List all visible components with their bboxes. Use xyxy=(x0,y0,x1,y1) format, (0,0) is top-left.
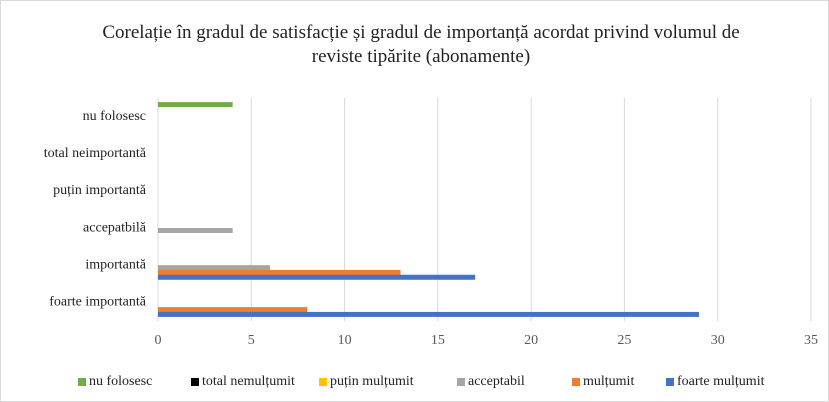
bar xyxy=(158,269,401,275)
legend-swatch xyxy=(78,378,86,386)
bar xyxy=(158,227,233,233)
chart-title: Corelație în gradul de satisfacție și gr… xyxy=(102,22,740,67)
legend-label: mulțumit xyxy=(583,374,634,389)
legend-swatch xyxy=(319,378,327,386)
bar xyxy=(158,307,308,313)
x-tick-label: 0 xyxy=(155,333,162,348)
legend-label: nu folosesc xyxy=(89,374,152,389)
bar xyxy=(158,274,476,280)
y-tick-label: importantă xyxy=(85,257,146,272)
legend-swatch xyxy=(191,378,199,386)
y-tick-label: foarte importantă xyxy=(49,295,147,310)
x-tick-label: 25 xyxy=(617,333,631,348)
bar xyxy=(158,311,700,317)
y-tick-label: accepatbilă xyxy=(83,220,147,235)
legend-label: foarte mulțumit xyxy=(677,374,765,389)
legend-swatch xyxy=(572,378,580,386)
x-tick-label: 30 xyxy=(711,333,725,348)
legend-label: acceptabil xyxy=(468,374,525,389)
legend-swatch xyxy=(457,378,465,386)
x-tick-label: 10 xyxy=(338,333,352,348)
legend-label: puțin mulțumit xyxy=(330,374,414,389)
x-tick-label: 20 xyxy=(524,333,538,348)
x-tick-label: 5 xyxy=(248,333,255,348)
legend-swatch xyxy=(666,378,674,386)
legend-label: total nemulțumit xyxy=(202,374,295,389)
y-tick-label: nu folosesc xyxy=(83,109,146,124)
x-tick-label: 35 xyxy=(804,333,818,348)
bar xyxy=(158,102,233,108)
x-tick-label: 15 xyxy=(431,333,445,348)
bar xyxy=(158,265,270,271)
y-tick-label: total neimportantă xyxy=(44,146,147,161)
y-tick-label: puțin importantă xyxy=(53,183,147,198)
